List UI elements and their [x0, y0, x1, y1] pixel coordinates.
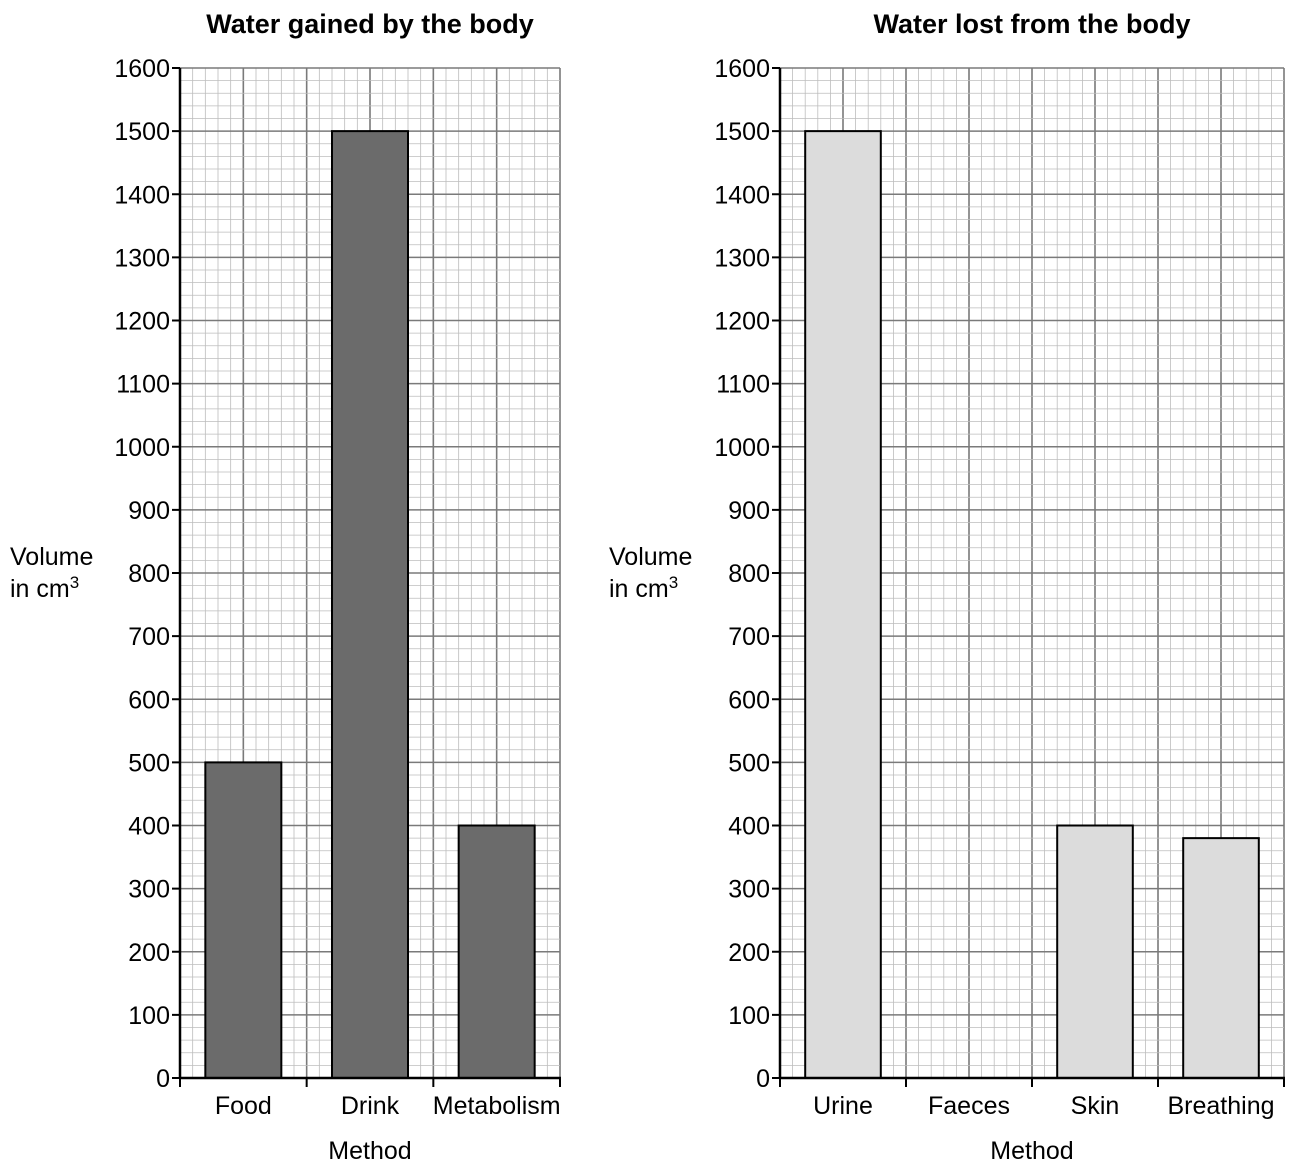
x-tick-label: Metabolism [433, 1092, 561, 1120]
bars [204, 130, 536, 1079]
bars [804, 130, 1260, 1079]
y-tick-label: 300 [728, 876, 770, 904]
y-tick-label: 1100 [116, 371, 170, 399]
x-tick-label: Urine [813, 1092, 873, 1120]
y-tick-label: 400 [128, 813, 170, 841]
y-tick-label: 800 [128, 560, 170, 588]
y-tick-label: 100 [128, 1002, 170, 1030]
y-tick-label: 100 [728, 1002, 770, 1030]
x-tick-label: Food [215, 1092, 272, 1120]
y-tick-label: 1300 [114, 244, 170, 272]
y-tick-label: 200 [728, 939, 770, 967]
y-tick-label: 700 [728, 623, 770, 651]
bar-skin [1056, 824, 1134, 1079]
axes [172, 67, 561, 1087]
y-axis-label-line2: in cm [10, 575, 70, 603]
y-tick-label: 900 [728, 497, 770, 525]
y-tick-label: 400 [728, 813, 770, 841]
y-tick-label: 300 [128, 876, 170, 904]
y-tick-label: 500 [728, 749, 770, 777]
y-tick-label: 800 [728, 560, 770, 588]
axes [772, 67, 1285, 1087]
y-tick-label: 700 [128, 623, 170, 651]
water-lost-chart: Water lost from the body Volume in cm3 M… [609, 9, 1285, 1165]
y-tick-label: 600 [728, 686, 770, 714]
y-tick-labels: 0 100 200 300 400 500 600 700 800 900 1000 1100 1200… [714, 55, 770, 1093]
y-tick-label: 1100 [716, 371, 770, 399]
y-tick-label: 0 [756, 1065, 770, 1093]
y-axis-label: Volume [609, 543, 692, 571]
y-tick-label: 1200 [714, 308, 770, 336]
y-axis-label-line1: Volume [609, 543, 692, 571]
y-tick-label: 1500 [714, 118, 770, 146]
x-tick-labels: Urine Faeces Skin Breathing [813, 1092, 1274, 1120]
y-tick-label: 1400 [114, 181, 170, 209]
water-gained-chart: Water gained by the body Volume in cm3 M… [10, 9, 561, 1165]
y-tick-label: 1000 [714, 434, 770, 462]
x-tick-label: Faeces [928, 1092, 1010, 1120]
y-tick-label: 1500 [114, 118, 170, 146]
y-axis-label-line1: Volume [10, 543, 93, 571]
y-tick-label: 1200 [114, 308, 170, 336]
y-tick-label: 200 [128, 939, 170, 967]
y-tick-label: 1400 [714, 181, 770, 209]
y-axis-label: Volume [10, 543, 93, 571]
y-tick-label: 1600 [714, 55, 770, 83]
x-axis-label: Method [990, 1137, 1073, 1165]
y-tick-label: 900 [128, 497, 170, 525]
bar-breathing [1182, 837, 1260, 1079]
x-tick-label: Skin [1071, 1092, 1120, 1120]
y-tick-label: 1300 [714, 244, 770, 272]
chart-title: Water gained by the body [206, 9, 534, 39]
x-tick-label: Drink [341, 1092, 400, 1120]
y-tick-label: 1600 [114, 55, 170, 83]
chart-title: Water lost from the body [873, 9, 1190, 39]
y-tick-label: 600 [128, 686, 170, 714]
y-tick-label: 500 [128, 749, 170, 777]
y-tick-labels: 0 100 200 300 400 500 600 700 800 900 1000 1100 1200… [114, 55, 170, 1093]
bar-urine [804, 130, 882, 1079]
x-axis-label: Method [328, 1137, 411, 1165]
y-tick-label: 1000 [114, 434, 170, 462]
bar-food [204, 761, 283, 1079]
y-tick-label: 0 [156, 1065, 170, 1093]
y-axis-label-superscript: 3 [70, 573, 79, 592]
y-axis-label-unit: in cm3 [10, 573, 79, 603]
y-axis-label-superscript: 3 [669, 573, 678, 592]
bar-drink [331, 130, 409, 1079]
bar-metabolism [457, 824, 536, 1079]
y-axis-label-line2: in cm [609, 575, 669, 603]
x-tick-label: Breathing [1167, 1092, 1274, 1120]
x-tick-labels: Food Drink Metabolism [215, 1092, 561, 1120]
y-axis-label-unit: in cm3 [609, 573, 678, 603]
